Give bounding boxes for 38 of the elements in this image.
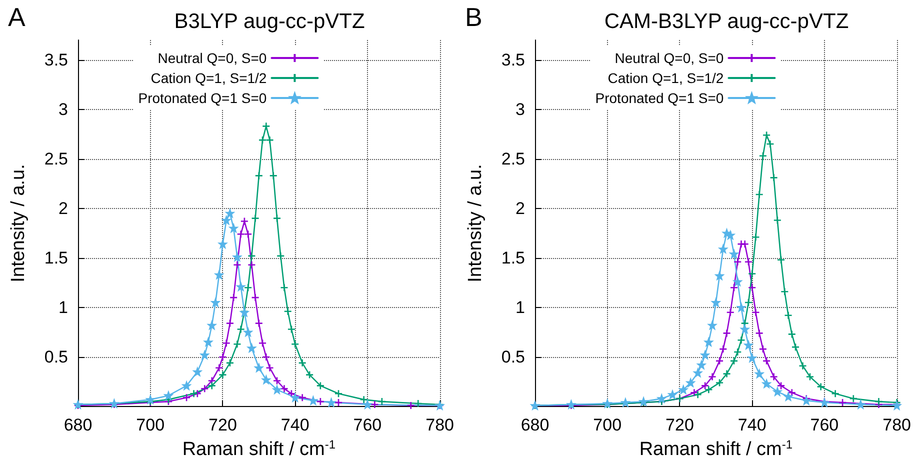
y-tick-label: 0.5	[501, 347, 525, 366]
y-tick-label: 3.5	[44, 50, 68, 70]
y-tick-label: 1.5	[44, 248, 68, 268]
y-axis-title: Intensity / a.u.	[465, 164, 486, 282]
x-tick-label: 740	[280, 416, 310, 434]
y-tick-label: 2	[516, 198, 525, 218]
legend-label: Cation Q=1, S=1/2	[150, 70, 267, 86]
y-tick-label: 0.5	[44, 347, 68, 366]
x-tick-label: 700	[593, 416, 622, 434]
legend-label: Neutral Q=0, S=0	[614, 50, 724, 66]
x-tick-label: 720	[666, 416, 694, 434]
y-tick-label: 1	[58, 298, 68, 317]
y-tick-label: 2.5	[44, 149, 68, 168]
y-tick-label: 2	[58, 198, 68, 218]
x-tick-label: 700	[136, 416, 165, 434]
y-tick-label: 1	[516, 298, 525, 317]
y-tick-label: 1.5	[501, 248, 525, 268]
x-tick-label: 680	[64, 416, 92, 434]
x-tick-label: 760	[810, 416, 839, 434]
text: A	[8, 2, 26, 32]
x-tick-label: 780	[882, 416, 912, 434]
y-tick-label: 3.5	[501, 50, 525, 70]
y-axis-title: Intensity / a.u.	[8, 164, 29, 282]
chart-title: B3LYP aug-cc-pVTZ	[174, 10, 365, 33]
y-tick-label: 2.5	[501, 149, 525, 168]
y-tick-label: 3	[516, 100, 525, 119]
x-tick-label: 740	[738, 416, 766, 434]
y-tick-label: 3	[58, 100, 68, 119]
legend-label: Protonated Q=1 S=0	[138, 90, 267, 106]
x-tick-label: 680	[520, 416, 550, 434]
legend-label: Cation Q=1, S=1/2	[608, 70, 724, 86]
x-tick-label: 780	[426, 416, 454, 434]
text: B	[465, 2, 482, 32]
x-tick-label: 720	[208, 416, 237, 434]
legend-label: Protonated Q=1 S=0	[595, 90, 724, 106]
chart-title: CAM-B3LYP aug-cc-pVTZ	[604, 10, 849, 33]
legend-label: Neutral Q=0, S=0	[158, 50, 267, 66]
x-tick-label: 760	[353, 416, 382, 434]
